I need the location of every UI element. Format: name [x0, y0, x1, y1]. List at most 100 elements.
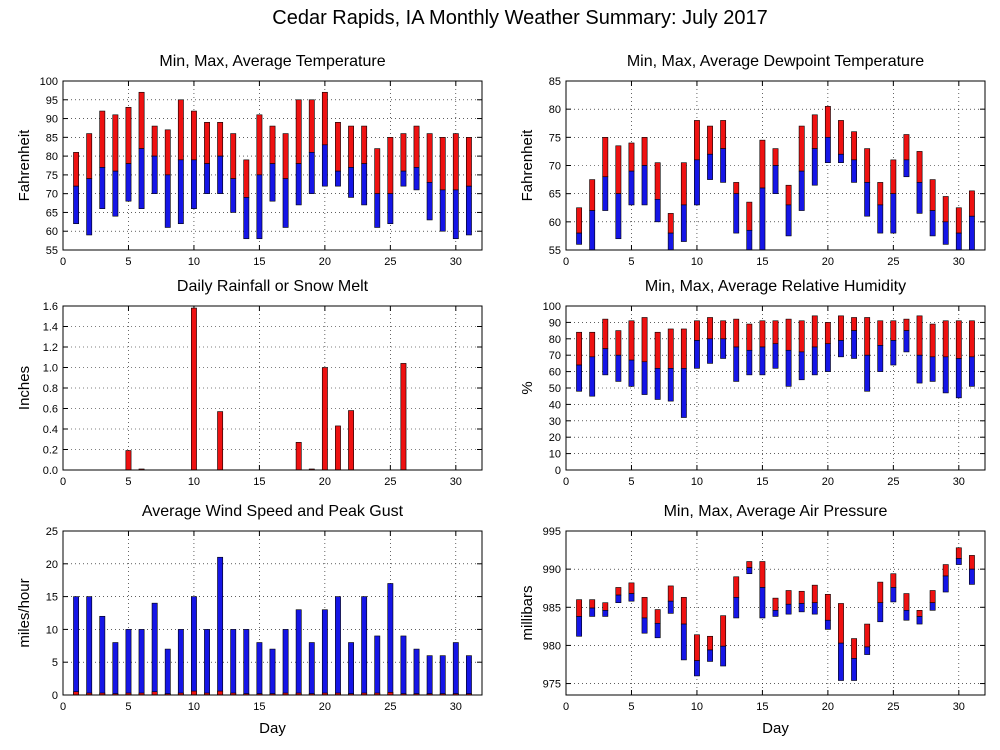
- wind-y-axis-label: miles/hour: [16, 578, 33, 647]
- dewpoint-min-bar: [916, 182, 923, 214]
- y-tick-label: 75: [46, 170, 58, 182]
- temperature-min-bar: [230, 178, 237, 213]
- y-tick-label: 0: [555, 465, 561, 477]
- dewpoint-max-bar: [641, 137, 648, 166]
- pressure-max-bar: [916, 610, 923, 617]
- y-tick-label: 0.4: [43, 424, 58, 436]
- x-tick-label: 0: [563, 256, 569, 268]
- wind-gust-bar: [191, 690, 197, 696]
- pressure-max-bar: [864, 623, 871, 648]
- wind-speed-bar: [112, 642, 119, 696]
- x-tick-label: 25: [887, 701, 899, 713]
- y-tick-label: 5: [52, 657, 58, 669]
- wind-plot-frame: [62, 530, 483, 696]
- x-tick-label: 20: [822, 701, 834, 713]
- wind-speed-bar: [295, 609, 302, 696]
- pressure-min-bar: [785, 603, 792, 615]
- x-tick-label: 10: [691, 256, 703, 268]
- rainfall-title: Daily Rainfall or Snow Melt: [177, 278, 369, 295]
- y-tick-label: 10: [549, 449, 561, 461]
- humidity-min-bar: [720, 338, 727, 359]
- temperature-max-bar: [86, 133, 93, 179]
- temperature-max-bar: [348, 125, 354, 168]
- humidity-max-bar: [654, 331, 661, 369]
- pressure-min-bar: [851, 658, 857, 681]
- humidity-min-bar: [641, 361, 648, 395]
- y-tick-label: 1.0: [43, 363, 58, 375]
- humidity-min-bar: [667, 368, 674, 402]
- pressure-min-bar: [811, 602, 818, 615]
- dewpoint-min-bar: [942, 221, 949, 245]
- pressure-max-bar: [746, 561, 753, 568]
- pressure-max-bar: [667, 585, 674, 602]
- humidity-min-bar: [903, 330, 910, 353]
- pressure-max-bar: [968, 555, 975, 570]
- dewpoint-y-axis-label: Fahrenheit: [519, 129, 536, 202]
- y-tick-label: 975: [543, 679, 561, 691]
- dewpoint-min-bar: [811, 148, 818, 186]
- dewpoint-min-bar: [929, 210, 936, 237]
- temperature-min-bar: [452, 189, 459, 240]
- rainfall-bar: [400, 363, 407, 471]
- x-tick-label: 15: [756, 256, 768, 268]
- dewpoint-min-bar: [680, 204, 687, 242]
- temperature-max-bar: [282, 133, 289, 179]
- temperature-min-bar: [465, 185, 472, 236]
- y-tick-label: 0.8: [43, 383, 58, 395]
- pressure-max-bar: [942, 564, 949, 577]
- wind-speed-bar: [230, 629, 237, 696]
- wind-speed-bar: [256, 642, 263, 696]
- dewpoint-min-bar: [903, 159, 910, 178]
- humidity-max-bar: [733, 318, 740, 348]
- x-tick-label: 15: [253, 476, 265, 488]
- x-tick-label: 20: [319, 256, 331, 268]
- dewpoint-max-bar: [746, 201, 753, 231]
- x-tick-label: 15: [756, 701, 768, 713]
- dewpoint-max-bar: [798, 125, 805, 172]
- x-tick-label: 5: [125, 476, 131, 488]
- temperature-min-bar: [361, 163, 368, 206]
- dewpoint-max-bar: [694, 120, 700, 161]
- humidity-max-bar: [772, 320, 779, 345]
- y-tick-label: 75: [549, 132, 561, 144]
- temperature-max-bar: [73, 152, 80, 187]
- wind-gust-bar: [217, 690, 224, 696]
- y-tick-label: 100: [40, 76, 58, 88]
- humidity-min-bar: [864, 354, 871, 392]
- y-tick-label: 60: [46, 226, 58, 238]
- dewpoint-min-bar: [785, 204, 792, 237]
- pressure-max-bar: [838, 603, 844, 644]
- dewpoint-max-bar: [851, 131, 857, 161]
- pressure-max-bar: [628, 582, 635, 594]
- wind-speed-bar: [413, 648, 420, 696]
- y-tick-label: 0.0: [43, 465, 58, 477]
- humidity-min-bar: [877, 345, 884, 372]
- humidity-y-axis-label: %: [519, 381, 536, 394]
- dewpoint-min-bar: [746, 229, 753, 251]
- x-tick-label: 5: [628, 476, 634, 488]
- pressure-max-bar: [615, 587, 622, 596]
- x-tick-label: 25: [384, 701, 396, 713]
- temperature-y-axis-label: Fahrenheit: [16, 129, 33, 202]
- dewpoint-min-bar: [707, 153, 713, 180]
- temperature-title: Min, Max, Average Temperature: [159, 53, 385, 70]
- temperature-max-bar: [164, 129, 171, 176]
- y-tick-label: 30: [549, 416, 561, 428]
- y-tick-label: 55: [549, 245, 561, 257]
- dewpoint-min-bar: [694, 159, 700, 206]
- y-tick-label: 95: [46, 95, 58, 107]
- pressure-min-bar: [720, 645, 727, 667]
- y-tick-label: 1.2: [43, 342, 58, 354]
- y-tick-label: 0.2: [43, 445, 58, 457]
- x-tick-label: 20: [822, 476, 834, 488]
- humidity-min-bar: [746, 349, 753, 376]
- humidity-min-bar: [602, 348, 609, 376]
- dewpoint-min-bar: [759, 187, 766, 251]
- temperature-min-bar: [164, 174, 171, 228]
- pressure-max-bar: [877, 581, 884, 604]
- dewpoint-min-bar: [772, 165, 779, 194]
- y-tick-label: 995: [543, 526, 561, 538]
- humidity-chart: 0 10 20 30 40 50 60 70 80 90 100 0 5 10 15 20 25 30 Min, M…: [519, 278, 986, 488]
- y-tick-label: 70: [549, 350, 561, 362]
- wind-speed-bar: [73, 596, 80, 696]
